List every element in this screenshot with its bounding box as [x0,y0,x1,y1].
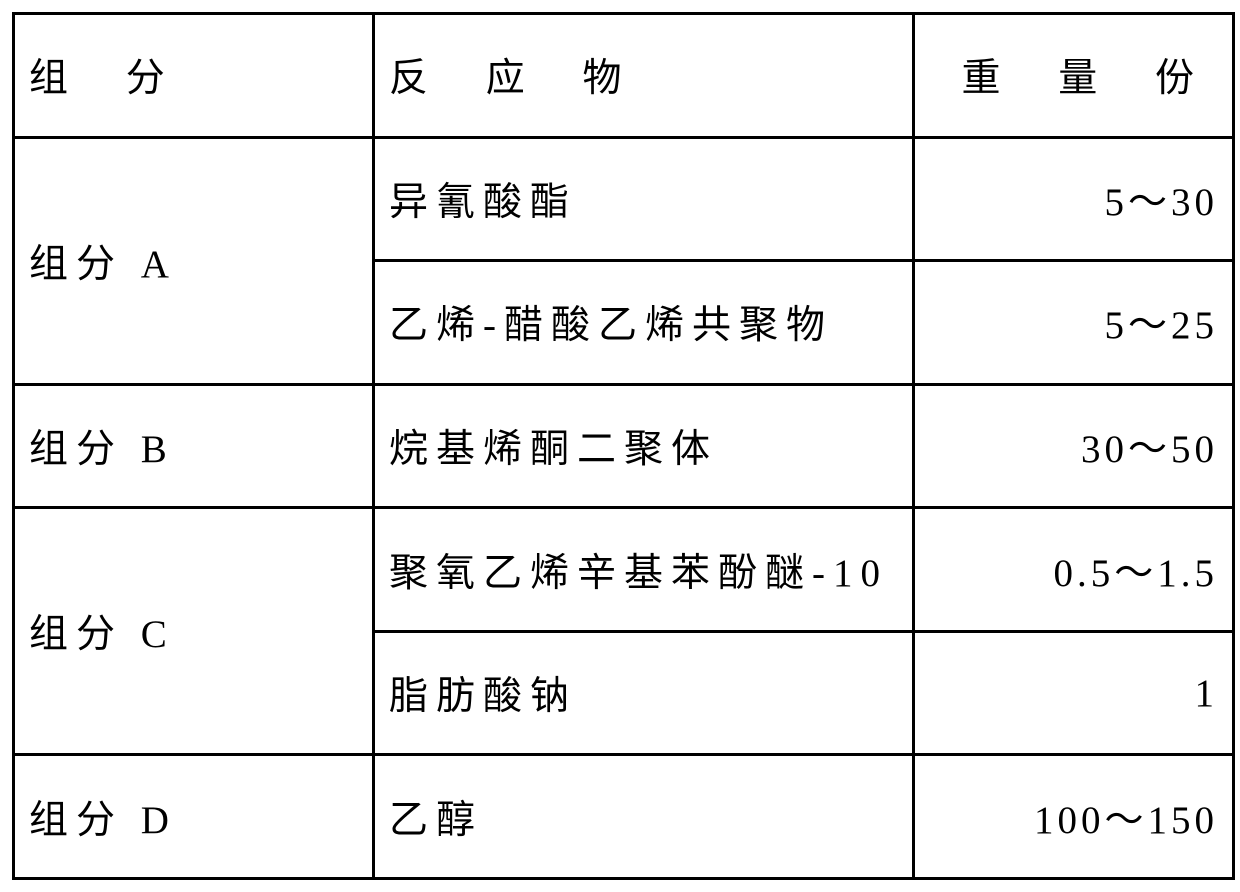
component-b-cell: 组分 B [14,384,374,508]
table-row: 组分 D 乙醇 100～150 [14,755,1234,879]
reactant-cell: 异氰酸酯 [374,137,914,261]
component-d-cell: 组分 D [14,755,374,879]
table-header-row: 组 分 反 应 物 重 量 份 [14,14,1234,138]
component-a-cell: 组分 A [14,137,374,384]
reactant-cell: 乙醇 [374,755,914,879]
weight-cell: 1 [914,631,1234,755]
reactant-cell: 烷基烯酮二聚体 [374,384,914,508]
header-reactant: 反 应 物 [374,14,914,138]
reactant-cell: 脂肪酸钠 [374,631,914,755]
table-row: 组分 B 烷基烯酮二聚体 30～50 [14,384,1234,508]
weight-cell: 100～150 [914,755,1234,879]
composition-table: 组 分 反 应 物 重 量 份 组分 A 异氰酸酯 5～30 乙烯-醋酸乙烯共聚… [12,12,1235,880]
header-component: 组 分 [14,14,374,138]
header-weight: 重 量 份 [914,14,1234,138]
weight-cell: 30～50 [914,384,1234,508]
weight-cell: 0.5～1.5 [914,508,1234,632]
weight-cell: 5～25 [914,261,1234,385]
reactant-cell: 乙烯-醋酸乙烯共聚物 [374,261,914,385]
reactant-cell: 聚氧乙烯辛基苯酚醚-10 [374,508,914,632]
component-c-cell: 组分 C [14,508,374,755]
table-row: 组分 C 聚氧乙烯辛基苯酚醚-10 0.5～1.5 [14,508,1234,632]
weight-cell: 5～30 [914,137,1234,261]
table-row: 组分 A 异氰酸酯 5～30 [14,137,1234,261]
